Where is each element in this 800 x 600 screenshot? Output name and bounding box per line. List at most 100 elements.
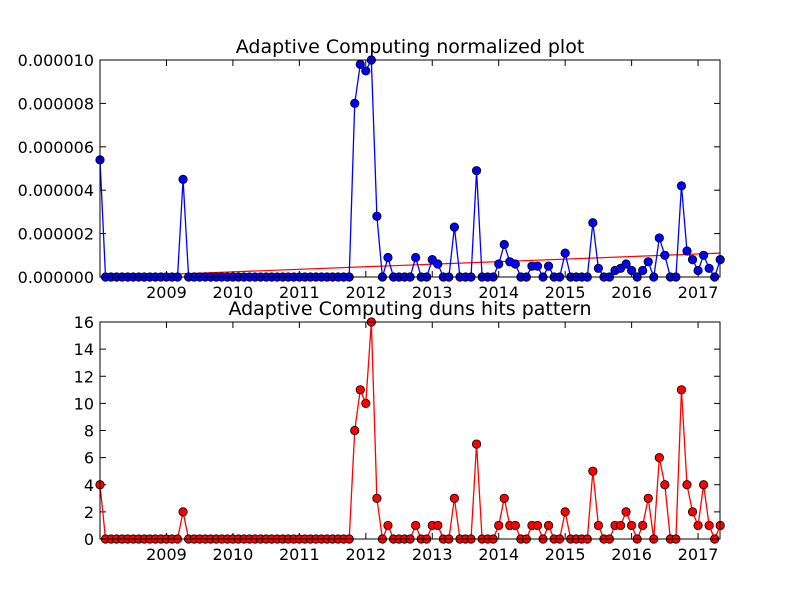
data-point — [699, 480, 709, 490]
data-point — [510, 259, 520, 269]
x-tick-label: 2009 — [146, 545, 187, 564]
data-point — [693, 265, 703, 276]
x-tick-label: 2012 — [345, 545, 386, 564]
data-point — [178, 507, 188, 517]
y-tick-label-group: 0.000000 0.000002 0.000004 0.000006 0.000008… — [18, 51, 94, 287]
data-point — [361, 398, 371, 408]
y-tick-label: 8 — [84, 422, 94, 441]
chart-title: Adaptive Computing duns hits pattern — [228, 298, 591, 320]
data-point — [643, 493, 653, 503]
x-tick-label: 2013 — [412, 283, 453, 302]
data-point — [383, 520, 393, 531]
data-point — [350, 98, 360, 109]
data-point — [449, 222, 460, 232]
data-point — [350, 425, 360, 436]
y-tick-label: 14 — [74, 340, 94, 359]
y-tick-label: 0.000002 — [18, 225, 94, 244]
y-tick-label: 10 — [74, 394, 94, 413]
data-point — [621, 507, 631, 517]
data-point — [593, 263, 603, 273]
data-point — [543, 261, 554, 271]
data-point — [643, 257, 653, 267]
data-point — [682, 480, 692, 490]
data-point — [704, 263, 714, 273]
data-point — [660, 250, 670, 260]
y-tick-label: 0.000006 — [18, 138, 94, 157]
plot-frame — [99, 321, 721, 540]
data-point — [383, 252, 393, 263]
y-tick-label: 6 — [84, 449, 94, 468]
y-tick-label: 2 — [84, 503, 94, 522]
y-tick-label: 0.000008 — [18, 94, 94, 113]
data-point — [676, 385, 687, 395]
data-point — [355, 385, 365, 395]
data-point — [687, 255, 698, 265]
x-tick-label: 2012 — [345, 283, 386, 302]
y-tick-label: 0.000000 — [18, 268, 94, 287]
data-point — [372, 493, 382, 503]
data-point — [433, 520, 443, 531]
data-point — [588, 218, 598, 228]
data-point — [494, 259, 504, 269]
data-point — [638, 520, 648, 531]
data-point — [654, 233, 664, 243]
y-tick-label-group: 0 2 4 6 8 10 12 14 16 — [74, 313, 94, 549]
data-point — [627, 520, 637, 531]
x-tick-label: 2015 — [545, 283, 586, 302]
x-tick-label: 2016 — [611, 545, 652, 564]
plot-frame — [99, 59, 721, 278]
data-point — [588, 466, 598, 476]
x-tick-label: 2010 — [213, 545, 254, 564]
data-point — [693, 520, 703, 531]
data-point — [682, 246, 692, 256]
data-point — [638, 265, 648, 276]
data-point — [621, 259, 631, 269]
x-tick-label: 2016 — [611, 283, 652, 302]
x-tick-label: 2009 — [146, 283, 187, 302]
data-point — [361, 66, 371, 76]
data-point — [560, 248, 570, 258]
data-point — [699, 250, 709, 260]
data-point — [411, 520, 421, 531]
x-tick-label: 2011 — [279, 283, 320, 302]
data-point — [178, 174, 188, 184]
data-point — [411, 252, 421, 263]
data-point — [615, 520, 626, 531]
chart-title: Adaptive Computing normalized plot — [236, 36, 585, 58]
data-point — [593, 520, 603, 531]
data-point — [532, 261, 543, 271]
y-tick-label: 0.000004 — [18, 181, 94, 200]
data-point — [627, 265, 637, 276]
data-point — [676, 181, 687, 191]
x-tick-label: 2013 — [412, 545, 453, 564]
data-point — [704, 520, 714, 531]
data-point — [687, 507, 698, 517]
data-point — [654, 453, 664, 463]
data-point — [433, 259, 443, 269]
data-point — [471, 439, 482, 449]
data-point — [660, 480, 670, 490]
data-point — [471, 166, 482, 176]
x-tick-label: 2015 — [545, 545, 586, 564]
y-tick-label: 0 — [84, 530, 94, 549]
data-point — [499, 239, 509, 250]
data-point — [510, 520, 520, 531]
x-tick-label: 2014 — [478, 283, 519, 302]
y-tick-label: 16 — [74, 313, 94, 332]
data-point — [449, 493, 460, 503]
y-tick-label: 4 — [84, 476, 94, 495]
data-point — [494, 520, 504, 531]
data-point — [560, 507, 570, 517]
x-tick-label-group: 2009 2010 2011 2012 2013 2014 2015 2016 2017 — [146, 545, 718, 564]
y-tick-label: 0.000010 — [18, 51, 94, 70]
x-tick-label: 2017 — [678, 283, 719, 302]
data-point — [532, 520, 543, 531]
normalized-plot: Adaptive Computing normalized plot 0.000… — [18, 36, 725, 302]
x-tick-label: 2014 — [478, 545, 519, 564]
x-tick-label: 2010 — [213, 283, 254, 302]
data-point — [499, 493, 509, 503]
hits-pattern-plot: Adaptive Computing duns hits pattern 0 2 4… — [74, 298, 725, 564]
data-point — [372, 211, 382, 221]
x-tick-label: 2011 — [279, 545, 320, 564]
